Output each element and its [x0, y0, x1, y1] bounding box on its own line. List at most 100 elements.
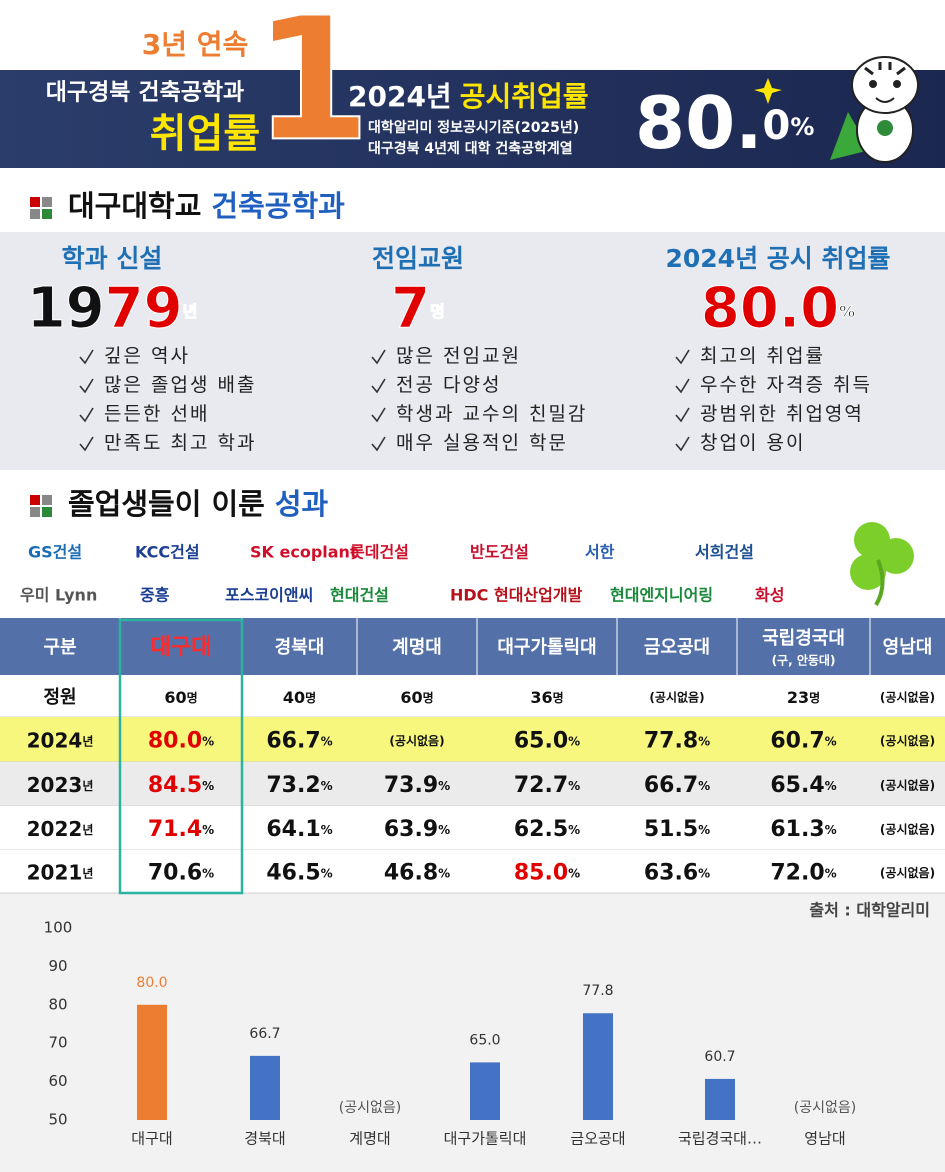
company-logo: SK ecoplant — [250, 543, 358, 562]
section-icon — [30, 495, 52, 517]
table-cell: 80.0% — [148, 729, 214, 754]
bar — [250, 1055, 280, 1120]
check-icon — [79, 436, 94, 452]
banner-source: 대구경북 4년제 대학 건축공학계열 — [368, 140, 573, 157]
table-row-bg — [0, 762, 945, 806]
table-header: 계명대 — [392, 637, 442, 658]
table-cell: (공시없음) — [880, 822, 935, 837]
rank: 1 — [253, 0, 371, 179]
table-cell: 46.5% — [266, 861, 332, 886]
stat-bullet: 광범위한 취업영역 — [700, 403, 864, 425]
source-note: 출처 : 대학알리미 — [809, 901, 930, 920]
company-logo: 반도건설 — [470, 543, 529, 562]
stats-panel — [0, 232, 945, 470]
company-logo: 서한 — [585, 543, 615, 562]
streak: 3년 연속 — [142, 28, 249, 61]
check-icon — [79, 378, 94, 394]
banner-rate-label: 취업률 — [150, 111, 260, 157]
banner-title: 2024년 공시취업률 — [348, 80, 589, 113]
stat-bullet: 많은 전임교원 — [396, 345, 521, 367]
x-tick-label: 대구대 — [131, 1130, 172, 1148]
stat-bullet: 창업이 용이 — [700, 432, 805, 454]
table-header: 국립경국대 — [762, 628, 845, 649]
x-tick-label: 영남대 — [804, 1130, 845, 1148]
table-cell: 61.3% — [770, 817, 836, 842]
stat-value: 80.0% — [701, 276, 855, 341]
section-icon — [30, 197, 52, 219]
stat-heading: 전임교원 — [372, 244, 464, 273]
table-cell: 63.9% — [384, 817, 450, 842]
table-row-bg — [0, 850, 945, 893]
value-label: 66.7 — [249, 1026, 280, 1042]
row-label: 2023년 — [27, 773, 94, 797]
stat-value: 1979년 — [27, 276, 198, 341]
stat-bullet: 만족도 최고 학과 — [104, 432, 256, 454]
company-logo: 서희건설 — [695, 543, 754, 562]
stat-heading: 학과 신설 — [62, 244, 163, 273]
banner-band — [0, 70, 945, 168]
table-cell: 71.4% — [148, 817, 214, 842]
table-cell: 85.0% — [514, 861, 580, 886]
table-cell: (공시없음) — [880, 865, 935, 880]
value-label: 65.0 — [469, 1032, 500, 1048]
stat-bullet: 매우 실용적인 학문 — [396, 432, 568, 454]
company-logo: 포스코이앤씨 — [225, 586, 313, 605]
company-logo: 중흥 — [140, 586, 170, 605]
sparkle — [754, 78, 782, 104]
value-label: 77.8 — [582, 983, 613, 999]
table-header: 대구대 — [151, 635, 212, 660]
table-cell: 66.7% — [266, 729, 332, 754]
table-cell: 46.8% — [384, 861, 450, 886]
mascot — [830, 56, 919, 163]
company-logo: GS건설 — [28, 543, 82, 562]
table-cell: 63.6% — [644, 861, 710, 886]
x-tick-label: 대구가톨릭대 — [444, 1130, 527, 1148]
check-icon — [371, 349, 386, 365]
stat-bullet: 많은 졸업생 배출 — [104, 374, 256, 396]
bar — [137, 1004, 167, 1120]
table-cell: 51.5% — [644, 817, 710, 842]
table-header: 경북대 — [275, 637, 325, 658]
table-cell: 77.8% — [644, 729, 710, 754]
company-logo: 화성 — [755, 586, 784, 605]
table-cell: 72.7% — [514, 773, 580, 798]
table-cell: 62.5% — [514, 817, 580, 842]
table-header: 대구가톨릭대 — [497, 637, 596, 658]
check-icon — [675, 407, 690, 423]
x-tick-label: 금오공대 — [570, 1130, 625, 1148]
bar — [470, 1062, 500, 1120]
clover — [850, 522, 914, 607]
stat-bullet: 학생과 교수의 친밀감 — [396, 403, 587, 425]
table-row-bg — [0, 717, 945, 762]
table-cell: (공시없음) — [880, 733, 935, 748]
table-cell: 60.7% — [770, 729, 836, 754]
value-label: 60.7 — [704, 1049, 735, 1065]
no-data-label: (공시없음) — [794, 1100, 856, 1116]
table-header: 구분 — [43, 637, 76, 658]
banner-dept: 대구경북 건축공학과 — [46, 80, 244, 106]
y-tick-label: 50 — [48, 1111, 67, 1129]
table-cell: (공시없음) — [389, 733, 444, 748]
stat-value: 7명 — [391, 276, 445, 341]
stat-bullet: 우수한 자격증 취득 — [700, 374, 872, 396]
table-cell: 66.7% — [644, 773, 710, 798]
stat-bullet: 든든한 선배 — [104, 403, 209, 425]
table-cell: 72.0% — [770, 861, 836, 886]
no-data-label: (공시없음) — [339, 1100, 401, 1116]
check-icon — [675, 378, 690, 394]
row-label: 2024년 — [27, 728, 94, 752]
check-icon — [371, 436, 386, 452]
row-label: 2022년 — [27, 817, 94, 841]
banner-rate: 80.0% — [635, 81, 814, 165]
table-cell: (공시없음) — [649, 690, 704, 705]
table-cell: 65.4% — [770, 773, 836, 798]
stat-bullet: 깊은 역사 — [104, 345, 190, 367]
company-logo: 현대엔지니어링 — [610, 586, 713, 605]
value-label: 80.0 — [136, 975, 167, 991]
check-icon — [79, 349, 94, 365]
y-tick-label: 80 — [48, 995, 67, 1013]
table-header: 금오공대 — [644, 637, 710, 658]
check-icon — [79, 407, 94, 423]
table-cell: 60명 — [164, 688, 197, 707]
